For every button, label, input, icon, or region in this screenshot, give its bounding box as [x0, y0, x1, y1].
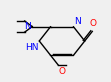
Text: O: O — [59, 67, 66, 76]
Text: N: N — [74, 17, 81, 26]
Text: N: N — [24, 22, 31, 31]
Text: HN: HN — [25, 43, 38, 52]
Text: O: O — [89, 19, 96, 28]
